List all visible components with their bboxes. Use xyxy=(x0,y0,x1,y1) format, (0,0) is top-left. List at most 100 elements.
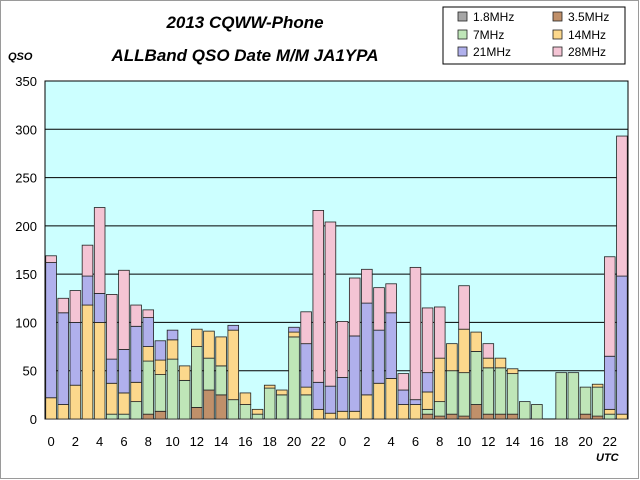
y-tick-label: 0 xyxy=(30,412,37,427)
bar-segment xyxy=(494,413,507,420)
bar-segment xyxy=(57,312,69,405)
bar-segment xyxy=(324,385,337,414)
bar-segment xyxy=(567,372,580,420)
bar-segment xyxy=(300,394,312,420)
bar-segment xyxy=(239,404,252,420)
bar-segment xyxy=(409,266,422,401)
bar-segment xyxy=(385,378,397,420)
bar-segment xyxy=(470,331,482,352)
y-tick-label: 150 xyxy=(15,267,37,282)
legend-label: 21MHz xyxy=(473,45,511,59)
y-axis-label: QSO xyxy=(8,51,33,63)
bar-segment xyxy=(215,394,227,420)
bar-segment xyxy=(154,410,167,420)
bar-segment xyxy=(604,408,616,415)
bar-segment xyxy=(421,372,434,393)
x-tick-label: 4 xyxy=(96,434,103,449)
plot-area xyxy=(44,80,629,420)
bar-segment xyxy=(409,404,422,420)
chart-subtitle: ALLBand QSO Date M/M JA1YPA xyxy=(111,46,379,65)
bar-segment xyxy=(45,255,57,263)
bar-segment xyxy=(300,311,312,345)
legend-swatch xyxy=(457,29,468,40)
bar-segment xyxy=(191,346,203,408)
bar-segment xyxy=(106,413,118,420)
bar-segment xyxy=(446,370,458,415)
y-tick-label: 100 xyxy=(15,315,37,330)
bar-segment xyxy=(579,413,592,420)
bar-segment xyxy=(81,275,94,306)
x-tick-label: 0 xyxy=(339,434,346,449)
x-axis-label: UTC xyxy=(596,452,620,464)
bar-segment xyxy=(178,379,191,420)
bar-segment xyxy=(45,397,57,420)
bar-segment xyxy=(482,413,495,420)
bar-segment xyxy=(81,304,94,420)
bar-segment xyxy=(458,415,470,420)
bar-segment xyxy=(93,322,106,420)
bar-segment xyxy=(57,404,69,420)
bar-segment xyxy=(506,413,519,420)
bar-segment xyxy=(446,343,458,372)
bar-segment xyxy=(519,401,531,420)
bar-segment xyxy=(69,384,82,420)
x-tick-label: 6 xyxy=(120,434,127,449)
bar-segment xyxy=(106,294,118,360)
bar-segment xyxy=(69,322,82,386)
y-tick-label: 300 xyxy=(15,122,37,137)
bar-segment xyxy=(421,307,434,374)
bar-segment xyxy=(397,404,410,420)
chart-title: 2013 CQWW-Phone xyxy=(165,13,323,32)
legend-swatch xyxy=(457,11,468,22)
legend-label: 1.8MHz xyxy=(473,10,514,24)
bar-segment xyxy=(421,413,434,420)
bar-segment xyxy=(433,415,446,420)
bar-segment xyxy=(142,413,154,420)
bar-segment xyxy=(227,399,240,420)
x-tick-label: 8 xyxy=(145,434,152,449)
bar-segment xyxy=(312,210,325,383)
bar-segment xyxy=(506,368,519,375)
bar-segment xyxy=(288,336,300,420)
bar-segment xyxy=(203,389,215,420)
bar-segment xyxy=(130,304,142,327)
legend-label: 14MHz xyxy=(568,28,606,42)
bar-segment xyxy=(348,335,361,412)
bar-segment xyxy=(373,382,385,420)
bar-segment xyxy=(276,394,288,420)
bar-segment xyxy=(470,404,482,420)
bar-segment xyxy=(482,367,495,415)
bar-segment xyxy=(227,324,240,331)
bar-segment xyxy=(251,408,264,415)
x-tick-label: 2 xyxy=(72,434,79,449)
bar-segment xyxy=(397,373,410,391)
bar-segment xyxy=(154,359,167,375)
bar-segment xyxy=(482,343,495,359)
x-tick-label: 8 xyxy=(436,434,443,449)
bar-segment xyxy=(166,329,179,341)
x-tick-label: 16 xyxy=(238,434,252,449)
x-tick-label: 20 xyxy=(578,434,592,449)
bar-segment xyxy=(616,135,628,277)
bar-segment xyxy=(203,357,215,391)
x-tick-label: 22 xyxy=(311,434,325,449)
bar-segment xyxy=(118,269,130,350)
bar-segment xyxy=(409,399,422,405)
legend-label: 28MHz xyxy=(568,45,606,59)
bar-segment xyxy=(118,349,130,394)
bar-segment xyxy=(616,413,628,420)
bar-segment xyxy=(118,413,130,420)
x-tick-label: 16 xyxy=(530,434,544,449)
x-tick-label: 12 xyxy=(481,434,495,449)
x-tick-label: 14 xyxy=(505,434,519,449)
bar-segment xyxy=(385,312,397,379)
bar-segment xyxy=(142,317,154,347)
bar-segment xyxy=(263,387,276,420)
x-axis-ticks: 0 2 4 6 8 10 12 14 16 18 20 22 0 2 4 6 8 10 12 14 16 18 20 22 xyxy=(47,434,617,449)
bar-segment xyxy=(433,357,446,403)
bar-segment xyxy=(579,386,592,415)
bar-segment xyxy=(288,326,300,333)
bar-segment xyxy=(106,358,118,384)
bar-segment xyxy=(166,358,179,420)
